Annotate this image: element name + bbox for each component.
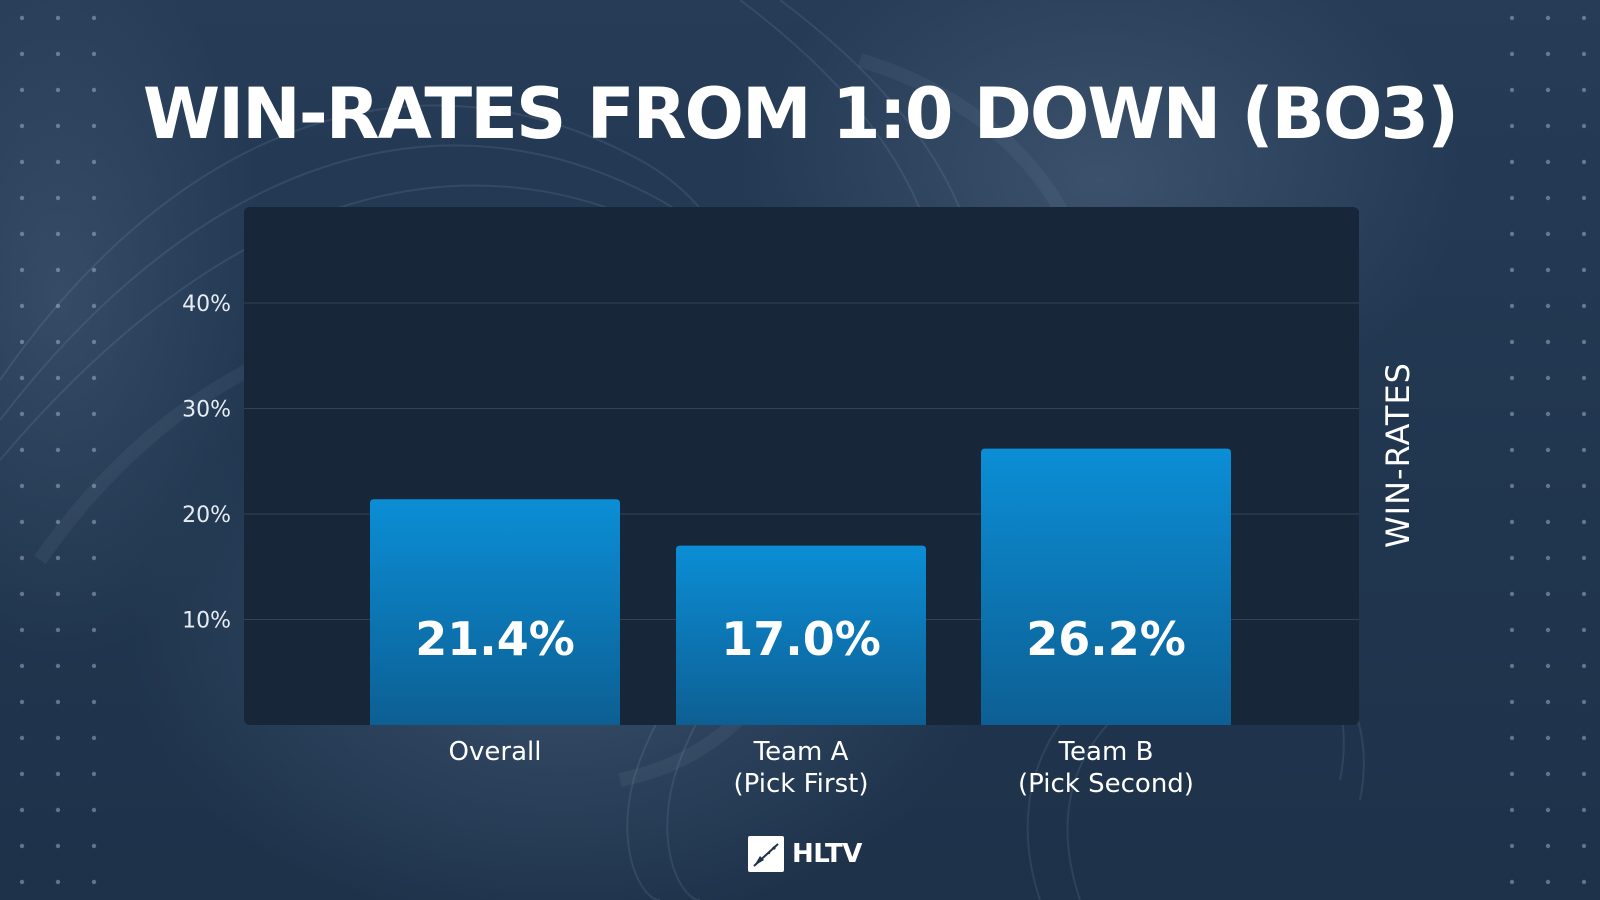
hltv-logo: HLTV (748, 836, 862, 872)
bar (676, 545, 926, 725)
right-dot-grid (1509, 15, 1587, 885)
chart-title: WIN-RATES FROM 1:0 DOWN (BO3) (142, 73, 1459, 155)
y-axis-label: WIN-RATES (1379, 362, 1417, 548)
y-tick-label: 40% (182, 292, 231, 317)
x-category-label: (Pick Second) (1018, 769, 1194, 799)
x-category-label: (Pick First) (734, 769, 869, 799)
bars (370, 448, 1231, 725)
y-tick-label: 10% (182, 609, 231, 634)
bar (370, 499, 620, 725)
bar-value-label: 21.4% (415, 612, 575, 666)
y-tick-label: 30% (182, 398, 231, 423)
y-axis-ticks: 10% 20% 30% 40% (182, 292, 231, 634)
y-tick-label: 20% (182, 503, 231, 528)
bar-value-label: 17.0% (721, 612, 881, 666)
value-labels: 21.4% 17.0% 26.2% (415, 612, 1186, 666)
x-category-label: Team A (753, 737, 849, 767)
hltv-logo-text: HLTV (792, 839, 862, 869)
category-labels: Overall Team A(Pick First) Team B(Pick Sec… (449, 737, 1194, 799)
bar-value-label: 26.2% (1026, 612, 1186, 666)
hltv-logo-icon (748, 836, 784, 872)
x-category-label: Overall (449, 737, 542, 767)
x-category-label: Team B (1058, 737, 1154, 767)
bar (981, 448, 1231, 725)
left-dot-grid (19, 15, 97, 885)
